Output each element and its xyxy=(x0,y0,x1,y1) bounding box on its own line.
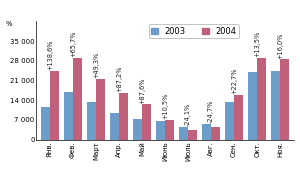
Bar xyxy=(41,107,50,140)
Text: +10,5%: +10,5% xyxy=(162,93,168,119)
Bar xyxy=(234,95,243,140)
Bar xyxy=(50,71,58,140)
Bar xyxy=(188,130,197,140)
Bar xyxy=(133,118,142,140)
Text: +87,2%: +87,2% xyxy=(116,66,122,92)
Bar xyxy=(272,71,280,140)
Bar xyxy=(248,72,257,140)
Text: +13,5%: +13,5% xyxy=(254,31,260,57)
Y-axis label: %: % xyxy=(5,21,12,28)
Bar xyxy=(156,121,165,140)
Bar xyxy=(73,58,82,140)
Bar xyxy=(110,113,119,140)
Bar xyxy=(64,92,73,140)
Bar xyxy=(142,105,151,140)
Bar xyxy=(179,127,188,140)
Bar xyxy=(211,127,220,140)
Text: +138,6%: +138,6% xyxy=(47,39,53,70)
Bar xyxy=(87,102,96,140)
Text: -24,7%: -24,7% xyxy=(208,100,214,123)
Text: +87,6%: +87,6% xyxy=(139,77,145,104)
Bar xyxy=(280,59,289,140)
Bar xyxy=(225,102,234,140)
Text: +65,7%: +65,7% xyxy=(70,31,76,57)
Bar xyxy=(165,120,174,140)
Bar xyxy=(119,93,128,140)
Legend: 2003, 2004: 2003, 2004 xyxy=(148,25,239,38)
Text: +49,3%: +49,3% xyxy=(93,52,99,78)
Text: -24,1%: -24,1% xyxy=(185,103,191,126)
Bar xyxy=(257,58,266,140)
Bar xyxy=(96,79,105,140)
Bar xyxy=(202,124,211,140)
Text: +16,0%: +16,0% xyxy=(277,32,283,59)
Text: +22,7%: +22,7% xyxy=(231,67,237,94)
